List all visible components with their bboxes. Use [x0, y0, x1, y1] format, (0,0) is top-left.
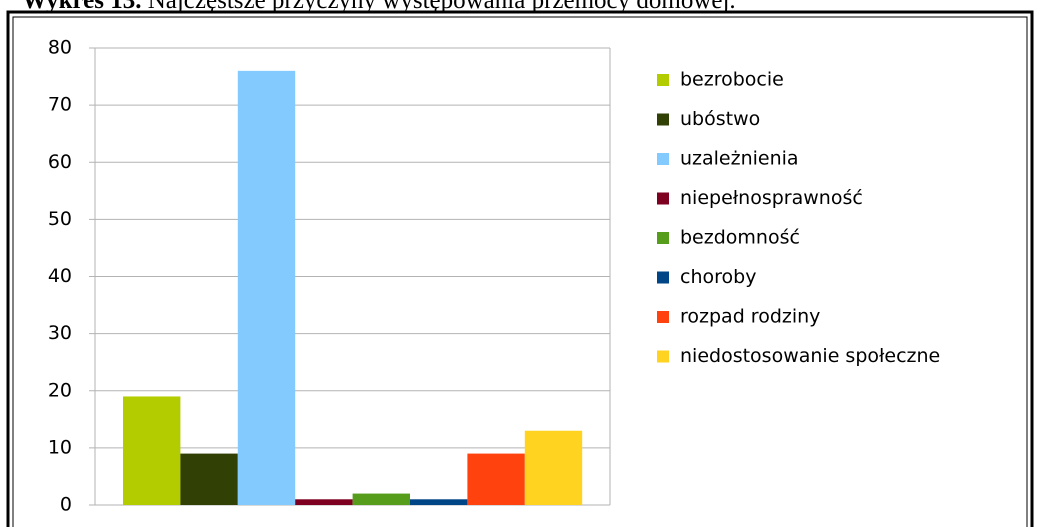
legend-swatch: [657, 271, 669, 284]
legend-swatch: [657, 113, 669, 126]
y-tick-label: 30: [48, 322, 72, 344]
legend-label: bezdomność: [680, 227, 800, 249]
bar: [237, 70, 296, 505]
legend-swatch: [657, 311, 669, 323]
bar: [123, 396, 181, 505]
legend-label: rozpad rodziny: [680, 306, 820, 328]
legend-swatch: [657, 192, 669, 205]
legend-swatch: [657, 350, 669, 363]
y-tick-label: 20: [48, 379, 72, 401]
legend-swatch: [657, 232, 669, 244]
y-tick-label: 50: [48, 208, 72, 230]
legend-swatch: [657, 153, 669, 165]
bar: [410, 499, 468, 505]
bar: [180, 453, 238, 505]
frame: [6, 10, 1034, 527]
legend-label: choroby: [680, 266, 756, 288]
legend-label: ubóstwo: [680, 108, 760, 130]
legend-label: niedostosowanie społeczne: [680, 345, 940, 367]
legend-swatch: [657, 74, 669, 86]
y-tick-label: 80: [48, 37, 72, 59]
bar: [352, 493, 410, 505]
legend-label: uzależnienia: [680, 148, 799, 170]
legend-label: bezrobocie: [680, 69, 784, 91]
y-tick-label: 0: [60, 494, 72, 516]
bar: [524, 430, 583, 505]
bar: [295, 499, 353, 505]
bar: [467, 453, 525, 505]
inner-frame: [12, 16, 1028, 527]
y-tick-label: 10: [48, 436, 72, 458]
y-tick-label: 70: [48, 94, 72, 116]
y-tick-label: 40: [48, 265, 72, 287]
y-tick-label: 60: [48, 151, 72, 173]
legend-label: niepełnosprawność: [680, 187, 863, 209]
